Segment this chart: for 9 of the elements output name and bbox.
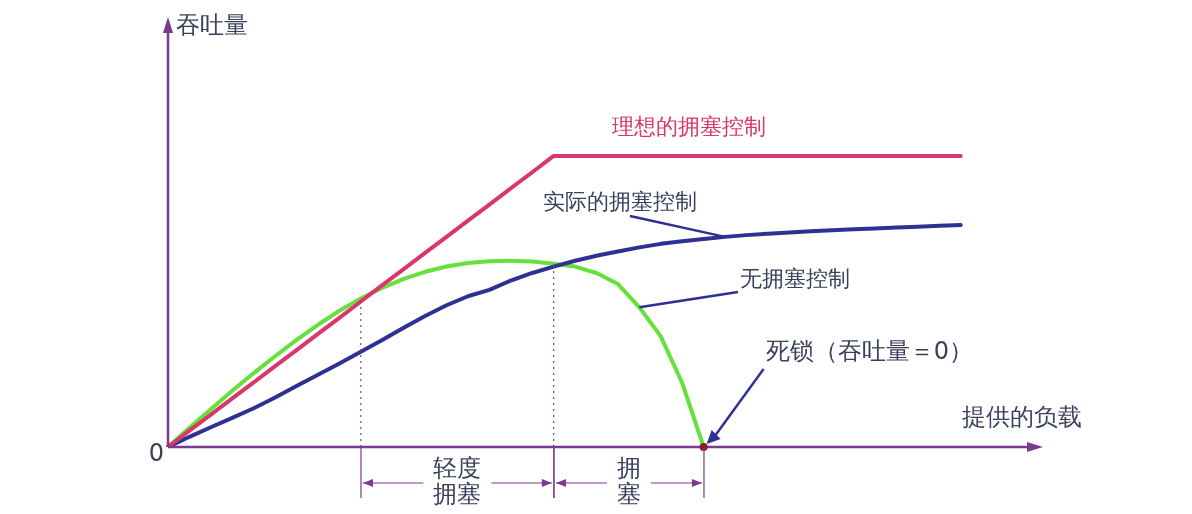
annotation: 死锁（吞吐量＝0） [765, 337, 973, 366]
text: 轻度拥塞 [433, 454, 482, 509]
series-label: 实际的拥塞控制 [543, 188, 697, 214]
series-label: 理想的拥塞控制 [612, 113, 766, 139]
y-axis-title: 吞吐量 [176, 11, 248, 40]
text: 无拥塞控制 [740, 265, 850, 291]
text: 0 [148, 439, 164, 468]
text: 拥塞 [616, 454, 641, 509]
x-axis-title: 提供的负载 [962, 403, 1082, 432]
